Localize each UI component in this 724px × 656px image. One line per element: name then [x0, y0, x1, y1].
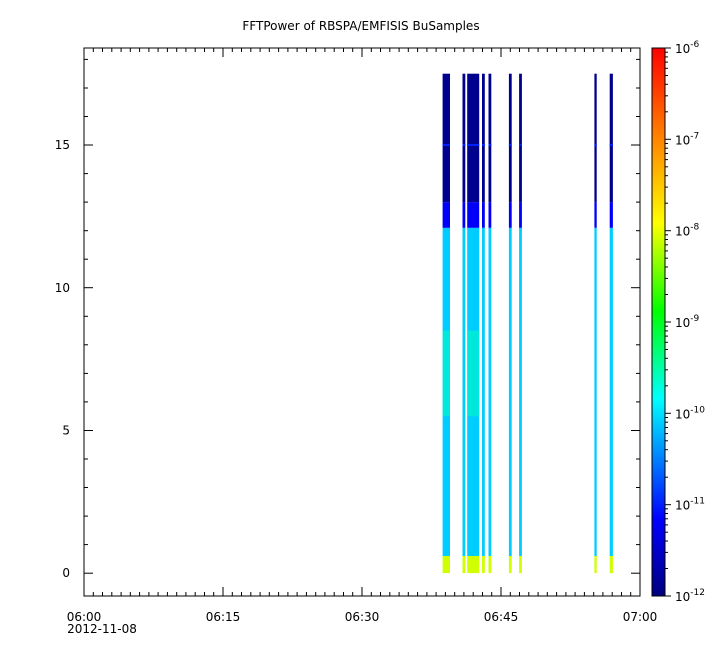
spectrogram-cell: [482, 556, 485, 574]
spectrogram-cell: [594, 73, 597, 203]
data-column: [508, 73, 512, 574]
spectrogram-cell: [508, 556, 512, 574]
spectrogram-cell: [442, 202, 450, 228]
spectrogram-cell: [462, 556, 466, 574]
data-column: [482, 73, 485, 574]
y-tick-label: 5: [62, 423, 70, 437]
spectrogram-line: [467, 144, 480, 146]
spectrogram-cell: [482, 202, 485, 228]
spectrogram-cell: [594, 556, 597, 574]
chart-title: FFTPower of RBSPA/EMFISIS BuSamples: [242, 19, 479, 33]
spectrogram-cell: [508, 73, 512, 203]
data-column: [519, 73, 522, 574]
colorbar-tick-label: 10-8: [675, 223, 700, 239]
spectrogram-line: [519, 144, 522, 146]
x-tick-label: 06:30: [345, 610, 380, 624]
y-tick-label: 0: [62, 566, 70, 580]
colorbar-tick-label: 10-7: [675, 131, 699, 147]
spectrogram-cell: [594, 227, 597, 557]
spectrogram-cell: [609, 227, 613, 557]
spectrogram-enhancement: [442, 330, 450, 417]
data-column: [462, 73, 466, 574]
colorbar: [651, 47, 666, 597]
spectrogram-cell: [609, 202, 613, 228]
spectrogram-cell: [519, 556, 522, 574]
spectrogram-line: [488, 144, 492, 146]
spectrogram-cell: [609, 556, 613, 574]
colorbar-tick-label: 10-11: [675, 497, 705, 513]
spectrogram-cell: [462, 73, 466, 203]
data-column: [609, 73, 613, 574]
data-column: [594, 73, 597, 574]
spectrogram-cell: [519, 73, 522, 203]
spectrogram-line: [482, 144, 485, 146]
x-tick-label: 06:15: [206, 610, 241, 624]
x-tick-label: 06:00: [67, 610, 102, 624]
spectrogram-line: [462, 144, 466, 146]
spectrogram-cell: [442, 73, 450, 203]
y-tick-label: 15: [55, 138, 70, 152]
spectrogram-cell: [462, 202, 466, 228]
spectrogram-cell: [488, 556, 492, 574]
plot-area: [442, 73, 613, 574]
spectrogram-cell: [467, 73, 480, 203]
spectrogram-cell: [508, 202, 512, 228]
spectrogram-cell: [519, 202, 522, 228]
colorbar-axis: 10-12 10-11 10-10 10-9 10-8 10-7 10-6: [665, 40, 705, 604]
colorbar-tick-label: 10-9: [675, 314, 700, 330]
colorbar-tick-label: 10-10: [675, 405, 705, 421]
spectrogram-cell: [482, 227, 485, 557]
spectrogram-enhancement: [467, 330, 480, 417]
colorbar-tick-label: 10-6: [675, 40, 700, 56]
plot-frame: [83, 47, 641, 597]
spectrogram-cell: [519, 227, 522, 557]
x-tick-label: 07:00: [623, 610, 658, 624]
data-column: [467, 73, 480, 574]
y-tick-label: 10: [55, 281, 70, 295]
spectrogram-cell: [488, 202, 492, 228]
spectrogram-line: [609, 144, 613, 146]
spectrogram-cell: [609, 73, 613, 203]
data-column: [488, 73, 492, 574]
spectrogram-line: [442, 144, 450, 146]
spectrogram-line: [594, 144, 597, 146]
data-column: [442, 73, 450, 574]
colorbar-tick-label: 10-12: [675, 588, 705, 604]
x-tick-label: 06:45: [484, 610, 519, 624]
spectrogram-cell: [488, 73, 492, 203]
spectrogram-cell: [467, 202, 480, 228]
spectrogram-cell: [482, 73, 485, 203]
spectrogram-cell: [508, 227, 512, 557]
spectrogram-cell: [594, 202, 597, 228]
spectrogram-cell: [462, 227, 466, 557]
y-axis: 0 5 10 15: [55, 58, 640, 580]
spectrogram-cell: [488, 227, 492, 557]
spectrogram-cell: [467, 556, 480, 574]
x-tick-sublabel: 2012-11-08: [67, 622, 137, 636]
spectrogram-line: [508, 144, 512, 146]
spectrogram-cell: [442, 556, 450, 574]
